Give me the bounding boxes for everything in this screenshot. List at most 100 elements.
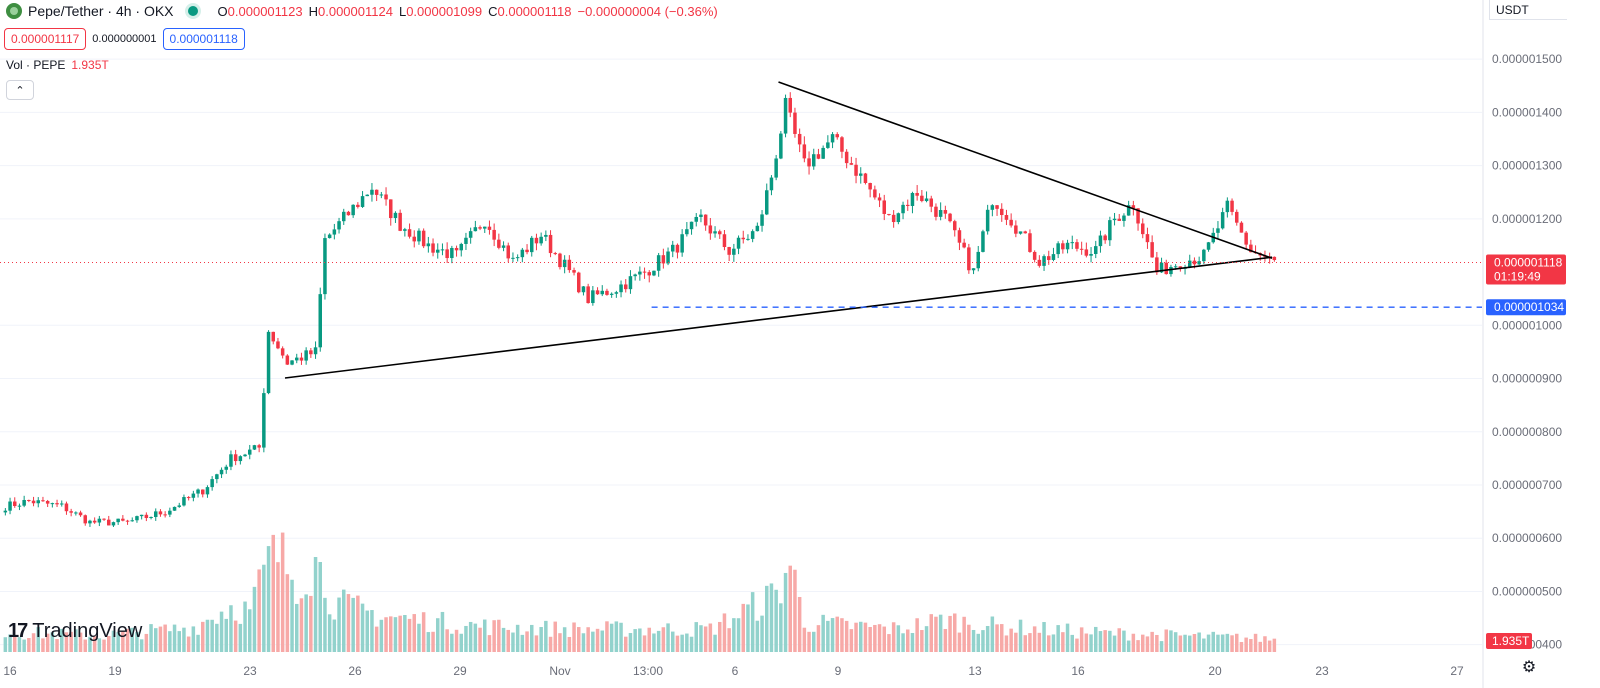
candle-body (769, 177, 774, 191)
level-price-tag-value: 0.000001034 (1494, 300, 1564, 314)
candle-body (36, 500, 40, 504)
volume-bar (562, 627, 567, 652)
market-open-status-icon (187, 6, 198, 16)
volume-bar (501, 627, 506, 652)
volume-bar (1249, 639, 1253, 652)
candle-body (638, 271, 642, 275)
high-value: 0.000001124 (318, 3, 393, 19)
candle-body (309, 350, 313, 355)
candle-body (280, 348, 285, 356)
volume-bar (816, 625, 821, 652)
candle-body (656, 255, 661, 271)
candle-body (426, 243, 431, 247)
candle-body (609, 293, 614, 295)
volume-bar (553, 621, 557, 652)
volume-bar (548, 636, 553, 652)
volume-bar (736, 618, 741, 652)
candle-body (78, 512, 83, 516)
volume-bar (1037, 632, 1042, 652)
price-axis-tick: 0.000000900 (1492, 372, 1562, 386)
time-axis-tick: 23 (243, 664, 257, 678)
volume-bar (64, 632, 69, 652)
candle-body (671, 244, 675, 252)
volume-bar (393, 617, 398, 652)
volume-bar (149, 624, 153, 652)
candle-body (365, 194, 369, 197)
volume-bar (826, 620, 830, 652)
collapse-legend-button[interactable]: ⌃ (6, 80, 34, 100)
volume-bar (1155, 634, 1159, 652)
volume-bar (849, 629, 854, 652)
candle-body (788, 97, 792, 113)
volume-bar (219, 611, 224, 652)
candle-body (1098, 235, 1103, 247)
volume-bar (299, 598, 304, 652)
candle-body (163, 514, 167, 516)
time-axis-tick: 16 (1071, 664, 1085, 678)
candle-body (285, 355, 290, 365)
tradingview-watermark[interactable]: 17 TradingView (8, 620, 142, 643)
candle-body (826, 142, 830, 148)
symbol-title[interactable]: Pepe/Tether · 4h · OKX (28, 3, 174, 19)
candle-body (920, 195, 924, 202)
buy-button[interactable]: 0.000001118 (162, 28, 245, 50)
volume-bar (938, 614, 943, 652)
candle-body (924, 198, 929, 202)
candle-body (976, 251, 980, 269)
volume-bar (266, 546, 271, 652)
volume-bar (901, 633, 905, 652)
volume-bar (962, 616, 966, 652)
candle-body (1108, 220, 1112, 241)
candle-body (139, 514, 144, 517)
volume-bar (854, 622, 858, 652)
candle-body (1178, 266, 1183, 269)
candle-body (97, 518, 102, 523)
candle-body (732, 248, 736, 255)
volume-bar (1065, 623, 1070, 652)
volume-bar (285, 574, 290, 652)
volume-bar (981, 630, 985, 652)
volume-bar (915, 618, 919, 652)
volume-bar (1188, 635, 1192, 652)
candle-body (854, 164, 858, 176)
volume-bar (1206, 634, 1211, 652)
candle-body (1216, 228, 1220, 233)
volume-bar (727, 628, 731, 652)
volume-bar (163, 624, 167, 652)
candle-body (1164, 262, 1168, 275)
sell-button[interactable]: 0.000001117 (4, 28, 87, 50)
candle-body (1094, 246, 1098, 254)
candle-body (1084, 249, 1089, 256)
candle-body (736, 237, 741, 249)
volume-legend[interactable]: Vol · PEPE 1.935T (6, 58, 109, 72)
volume-bar (1183, 634, 1187, 652)
candle-body (957, 230, 962, 243)
volume-bar (191, 626, 196, 652)
volume-bar (703, 626, 708, 652)
candle-body (483, 226, 487, 229)
volume-bar (558, 633, 562, 652)
low-label: L (398, 3, 407, 19)
settings-icon[interactable]: ⚙ (1521, 659, 1537, 676)
currency-dropdown[interactable]: USDT (1489, 0, 1567, 20)
candle-body (215, 474, 219, 480)
last-price-tag-value: 0.000001118 (1494, 255, 1563, 269)
volume-bar (943, 628, 948, 652)
time-axis-tick: 16 (3, 664, 17, 678)
candle-body (934, 206, 938, 217)
volume-bar (13, 635, 17, 652)
candle-body (553, 253, 557, 255)
candle-body (431, 243, 435, 253)
volume-bar (840, 618, 844, 652)
candle-body (384, 194, 388, 200)
volume-bar (116, 632, 120, 652)
volume-bar (1258, 641, 1262, 652)
candle-body (534, 237, 539, 244)
volume-bar (920, 630, 924, 652)
high-label: H (308, 3, 318, 19)
candle-body (661, 255, 666, 264)
candle-body (459, 243, 463, 251)
volume-bar (779, 603, 783, 652)
volume-bar (619, 622, 623, 652)
